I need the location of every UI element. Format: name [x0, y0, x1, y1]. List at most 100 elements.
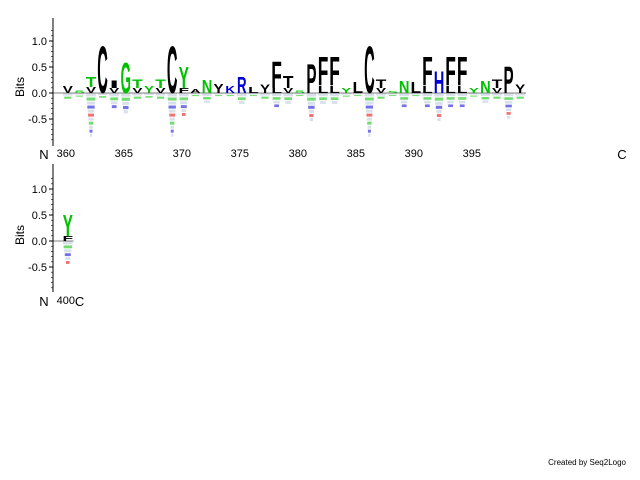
- residue-letter-l: L: [248, 85, 259, 94]
- negative-residue-bar: [237, 97, 246, 101]
- residue-letter-l: L: [271, 86, 282, 94]
- negative-residue-bar: [368, 133, 371, 137]
- negative-residue-bar: [481, 96, 490, 100]
- negative-residue-bar: [505, 104, 512, 108]
- negative-residue-bar: [132, 93, 143, 96]
- negative-residue-bar: [425, 104, 430, 108]
- negative-residue-bar: [364, 93, 375, 97]
- negative-residue-bar: [144, 93, 154, 96]
- negative-residue-bar: [503, 93, 514, 97]
- y-axis-label: Bits: [13, 225, 27, 245]
- negative-residue-bar: [458, 97, 467, 100]
- residue-letter-h: H: [434, 66, 445, 101]
- negative-residue-bar: [446, 97, 455, 100]
- residue-letter-f: F: [422, 49, 433, 94]
- residue-letter-t: T: [492, 78, 503, 91]
- residue-letter-p: P: [306, 54, 316, 102]
- y-tick-label: 1.0: [32, 184, 47, 196]
- residue-letter-f: F: [63, 234, 74, 242]
- negative-residue-bar: [274, 104, 279, 108]
- c-terminus-label: C: [617, 147, 626, 162]
- residue-letter-y: Y: [469, 86, 479, 95]
- negative-residue-bar: [167, 97, 177, 101]
- position-label: 395: [463, 148, 481, 160]
- negative-residue-bar: [64, 249, 72, 253]
- position-label: 380: [289, 148, 307, 160]
- negative-residue-bar: [506, 112, 511, 115]
- negative-residue-bar: [213, 93, 224, 95]
- y-tick-label: -0.5: [28, 114, 47, 126]
- negative-residue-bar: [88, 121, 94, 125]
- negative-residue-bar: [422, 93, 433, 97]
- negative-residue-bar: [202, 93, 212, 96]
- negative-residue-bar: [308, 109, 315, 113]
- residue-letter-r: R: [237, 72, 247, 98]
- residue-letter-y: Y: [144, 84, 155, 96]
- negative-residue-bar: [318, 93, 328, 97]
- negative-residue-bar: [387, 93, 398, 95]
- negative-residue-bar: [89, 129, 93, 133]
- position-label: 370: [173, 148, 191, 160]
- negative-residue-bar: [86, 93, 96, 97]
- residue-letter-v: V: [63, 84, 74, 96]
- negative-residue-bar: [306, 93, 317, 97]
- negative-residue-bar: [423, 97, 432, 100]
- negative-residue-bar: [434, 93, 444, 97]
- negative-residue-bar: [109, 93, 119, 97]
- negative-residue-bar: [320, 101, 326, 104]
- residue-letter-i: I: [109, 78, 119, 90]
- negative-residue-bar: [169, 121, 175, 125]
- negative-residue-bar: [331, 101, 338, 104]
- negative-residue-bar: [366, 113, 373, 117]
- residue-letter-l: L: [445, 84, 456, 95]
- negative-residue-bar: [97, 93, 108, 96]
- residue-letter-l: L: [457, 84, 468, 95]
- negative-residue-bar: [401, 100, 408, 104]
- negative-residue-bar: [191, 95, 199, 97]
- y-tick-label: 0.5: [32, 210, 47, 222]
- negative-residue-bar: [168, 101, 177, 105]
- negative-residue-bar: [470, 95, 478, 97]
- negative-residue-bar: [309, 118, 313, 122]
- negative-residue-bar: [181, 109, 187, 112]
- negative-residue-bar: [110, 97, 119, 101]
- y-axis-label: Bits: [13, 77, 27, 97]
- y-tick-label: 1.0: [32, 36, 47, 48]
- negative-residue-bar: [330, 97, 339, 101]
- y-tick-label: -0.5: [28, 262, 47, 274]
- negative-residue-bar: [74, 93, 85, 95]
- negative-residue-bar: [284, 97, 293, 101]
- residue-letter-t: T: [155, 78, 166, 91]
- negative-residue-bar: [248, 93, 259, 95]
- negative-residue-bar: [493, 96, 501, 99]
- residue-letter-y: Y: [515, 83, 525, 96]
- residue-letter-l: L: [318, 84, 329, 95]
- residue-letter-y: Y: [179, 61, 189, 95]
- residue-letter-a: A: [190, 88, 201, 94]
- negative-residue-bar: [155, 93, 166, 96]
- n-terminus-label: N: [39, 294, 48, 309]
- negative-residue-bar: [377, 96, 385, 99]
- position-label: 360: [57, 148, 75, 160]
- negative-residue-bar: [271, 93, 282, 97]
- c-terminus-label: C: [75, 294, 84, 309]
- residue-letter-k: K: [225, 84, 235, 95]
- residue-letter-t: T: [376, 78, 387, 91]
- negative-residue-bar: [367, 129, 371, 133]
- negative-residue-bar: [365, 101, 374, 105]
- position-label: 365: [115, 148, 133, 160]
- negative-residue-bar: [170, 125, 175, 129]
- negative-residue-bar: [367, 121, 372, 125]
- negative-residue-bar: [87, 109, 95, 113]
- negative-residue-bar: [169, 117, 175, 121]
- negative-residue-bar: [480, 93, 491, 96]
- position-label: 400: [57, 295, 75, 307]
- negative-residue-bar: [89, 125, 93, 129]
- residue-letter-f: F: [457, 49, 468, 94]
- negative-residue-bar: [436, 113, 442, 118]
- negative-residue-bar: [123, 110, 128, 114]
- negative-residue-bar: [366, 117, 372, 121]
- residue-letter-f: F: [179, 86, 190, 94]
- residue-letter-v: V: [156, 86, 166, 95]
